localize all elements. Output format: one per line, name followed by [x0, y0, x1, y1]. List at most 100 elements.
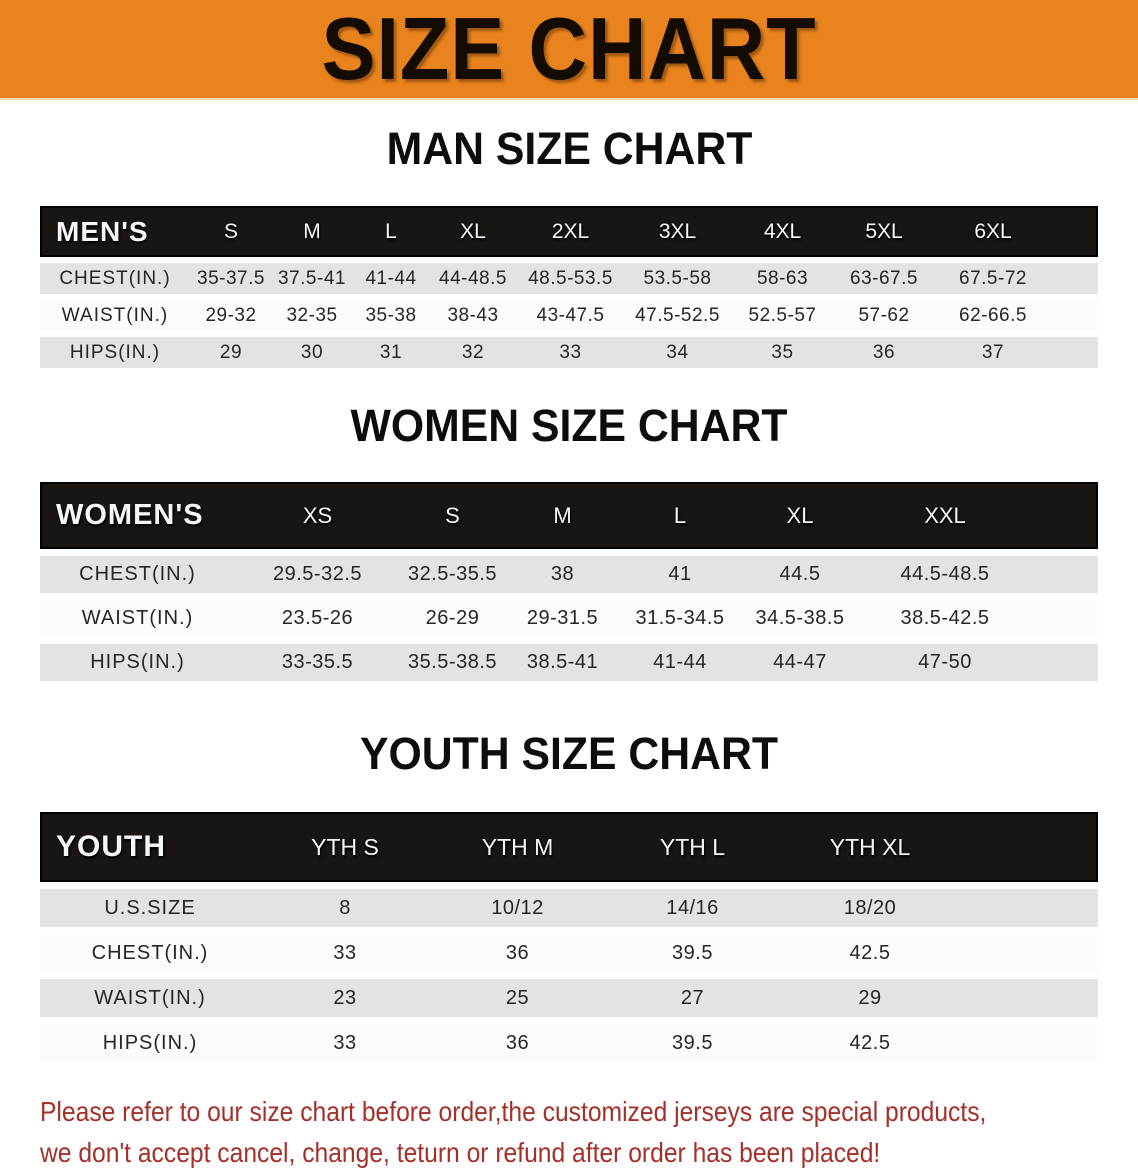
- table-row: WAIST(IN.) 23.5-26 26-29 29-31.5 31.5-34…: [40, 600, 1098, 637]
- column-header: YTH M: [430, 812, 605, 882]
- row-label: U.S.SIZE: [40, 889, 260, 927]
- column-header: XL: [430, 206, 516, 257]
- size-value: 35-38: [352, 300, 430, 331]
- group-label: WOMEN'S: [40, 482, 235, 549]
- size-value: 38-43: [430, 300, 516, 331]
- spacer-cell: [1030, 482, 1098, 549]
- size-value: 33: [260, 1024, 430, 1062]
- size-value: 58-63: [730, 263, 835, 294]
- group-label: YOUTH: [40, 812, 260, 882]
- spacer-cell: [960, 812, 1098, 882]
- group-label: MEN'S: [40, 206, 190, 257]
- size-value: 10/12: [430, 889, 605, 927]
- size-value: 41-44: [352, 263, 430, 294]
- column-header: M: [272, 206, 352, 257]
- mens-size-table: MEN'S S M L XL 2XL 3XL 4XL 5XL 6XL CHEST…: [40, 200, 1098, 374]
- spacer-cell: [1030, 644, 1098, 681]
- row-label: CHEST(IN.): [40, 934, 260, 972]
- table-header-row: YOUTH YTH S YTH M YTH L YTH XL: [40, 812, 1098, 882]
- size-value: 32: [430, 337, 516, 368]
- size-value: 27: [605, 979, 780, 1017]
- size-value: 33: [516, 337, 625, 368]
- size-value: 37.5-41: [272, 263, 352, 294]
- footer-note-line-2: we don't accept cancel, change, teturn o…: [40, 1137, 881, 1168]
- column-header: XS: [235, 482, 400, 549]
- column-header: 3XL: [625, 206, 730, 257]
- table-row: WAIST(IN.) 29-32 32-35 35-38 38-43 43-47…: [40, 300, 1098, 331]
- size-value: 44.5: [740, 556, 860, 593]
- size-value: 23: [260, 979, 430, 1017]
- spacer-cell: [1030, 556, 1098, 593]
- size-value: 29: [190, 337, 272, 368]
- table-header-row: MEN'S S M L XL 2XL 3XL 4XL 5XL 6XL: [40, 206, 1098, 257]
- column-header: 6XL: [933, 206, 1053, 257]
- size-value: 36: [430, 934, 605, 972]
- column-header: M: [505, 482, 620, 549]
- spacer-cell: [1053, 300, 1098, 331]
- size-value: 39.5: [605, 934, 780, 972]
- size-value: 38.5-42.5: [860, 600, 1030, 637]
- size-value: 67.5-72: [933, 263, 1053, 294]
- banner-title: SIZE CHART: [321, 0, 817, 98]
- table-row: U.S.SIZE 8 10/12 14/16 18/20: [40, 889, 1098, 927]
- youth-size-table: YOUTH YTH S YTH M YTH L YTH XL U.S.SIZE …: [40, 805, 1098, 1069]
- size-value: 25: [430, 979, 605, 1017]
- column-header: 2XL: [516, 206, 625, 257]
- spacer-cell: [960, 889, 1098, 927]
- size-value: 32-35: [272, 300, 352, 331]
- footer-note: Please refer to our size chart before or…: [40, 1091, 1138, 1173]
- row-label: CHEST(IN.): [40, 263, 190, 294]
- size-value: 31.5-34.5: [620, 600, 740, 637]
- column-header: XL: [740, 482, 860, 549]
- table-row: CHEST(IN.) 29.5-32.5 32.5-35.5 38 41 44.…: [40, 556, 1098, 593]
- table-row: CHEST(IN.) 33 36 39.5 42.5: [40, 934, 1098, 972]
- row-label: WAIST(IN.): [40, 979, 260, 1017]
- column-header: YTH XL: [780, 812, 960, 882]
- men-section-heading-text: MAN SIZE CHART: [386, 123, 752, 174]
- size-value: 26-29: [400, 600, 505, 637]
- column-header: 4XL: [730, 206, 835, 257]
- spacer-cell: [960, 934, 1098, 972]
- size-value: 53.5-58: [625, 263, 730, 294]
- row-label: HIPS(IN.): [40, 1024, 260, 1062]
- size-value: 41-44: [620, 644, 740, 681]
- row-label: CHEST(IN.): [40, 556, 235, 593]
- spacer-cell: [960, 979, 1098, 1017]
- size-value: 47.5-52.5: [625, 300, 730, 331]
- column-header: XXL: [860, 482, 1030, 549]
- womens-size-table: WOMEN'S XS S M L XL XXL CHEST(IN.) 29.5-…: [40, 475, 1098, 688]
- footer-note-line-1: Please refer to our size chart before or…: [40, 1096, 987, 1127]
- spacer-cell: [1030, 600, 1098, 637]
- women-section-heading: WOMEN SIZE CHART: [0, 402, 1138, 461]
- size-value: 8: [260, 889, 430, 927]
- spacer-cell: [1053, 206, 1098, 257]
- column-header: 5XL: [835, 206, 933, 257]
- size-value: 41: [620, 556, 740, 593]
- table-row: HIPS(IN.) 33 36 39.5 42.5: [40, 1024, 1098, 1062]
- size-value: 29: [780, 979, 960, 1017]
- size-value: 34: [625, 337, 730, 368]
- size-value: 36: [430, 1024, 605, 1062]
- size-value: 42.5: [780, 1024, 960, 1062]
- size-value: 38.5-41: [505, 644, 620, 681]
- size-value: 38: [505, 556, 620, 593]
- row-label: HIPS(IN.): [40, 337, 190, 368]
- size-value: 35: [730, 337, 835, 368]
- size-value: 62-66.5: [933, 300, 1053, 331]
- size-value: 31: [352, 337, 430, 368]
- youth-section-heading: YOUTH SIZE CHART: [0, 730, 1138, 789]
- size-value: 33: [260, 934, 430, 972]
- size-value: 48.5-53.5: [516, 263, 625, 294]
- size-value: 18/20: [780, 889, 960, 927]
- spacer-cell: [1053, 263, 1098, 294]
- size-value: 14/16: [605, 889, 780, 927]
- size-value: 39.5: [605, 1024, 780, 1062]
- row-label: WAIST(IN.): [40, 600, 235, 637]
- spacer-cell: [960, 1024, 1098, 1062]
- size-value: 52.5-57: [730, 300, 835, 331]
- column-header: L: [620, 482, 740, 549]
- size-value: 44-48.5: [430, 263, 516, 294]
- table-header-row: WOMEN'S XS S M L XL XXL: [40, 482, 1098, 549]
- size-value: 23.5-26: [235, 600, 400, 637]
- size-value: 57-62: [835, 300, 933, 331]
